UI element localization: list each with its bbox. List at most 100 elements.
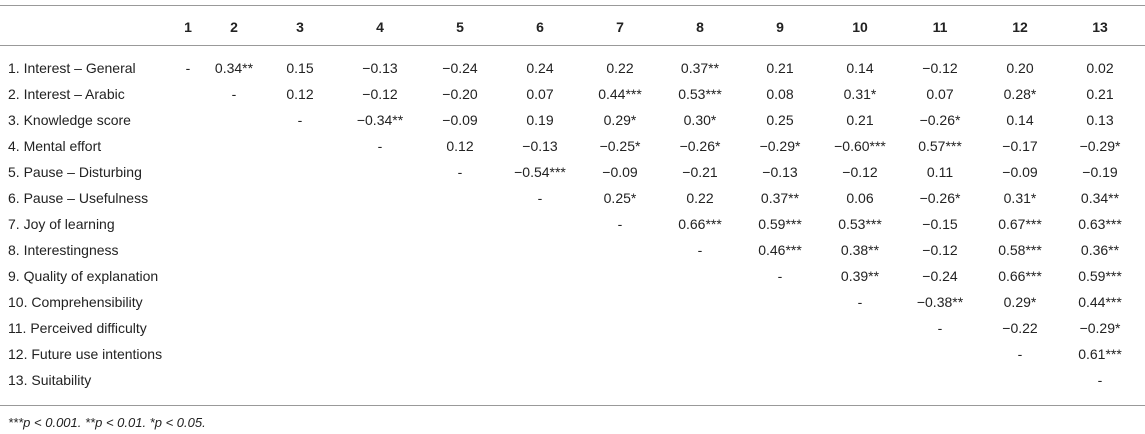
table-cell: −0.12 [922, 60, 958, 76]
footnote: ***p < 0.001. **p < 0.01. *p < 0.05. [8, 415, 206, 430]
table-cell: −0.15 [922, 216, 958, 232]
table-cell: −0.09 [602, 164, 638, 180]
table-cell: 0.07 [526, 86, 554, 102]
table-cell: −0.24 [442, 60, 478, 76]
table-cell: −0.17 [1002, 138, 1038, 154]
table-cell: 0.53*** [838, 216, 882, 232]
column-header: 4 [376, 19, 384, 35]
table-cell: 0.57*** [918, 138, 962, 154]
row-label: 12. Future use intentions [8, 346, 163, 362]
table-cell: - [231, 86, 237, 102]
table-cell: −0.22 [1002, 320, 1038, 336]
table-cell: - [1097, 372, 1103, 388]
header-rule [0, 45, 1145, 46]
row-label: 13. Suitability [8, 372, 92, 388]
table-cell: −0.29* [1079, 320, 1121, 336]
table-cell: −0.09 [1002, 164, 1038, 180]
table-cell: 0.08 [766, 86, 794, 102]
table-cell: - [537, 190, 543, 206]
table-cell: −0.26* [919, 112, 961, 128]
row-label: 2. Interest – Arabic [8, 86, 125, 102]
table-cell: −0.13 [362, 60, 398, 76]
table-cell: 0.38** [840, 242, 880, 258]
table-cell: −0.12 [922, 242, 958, 258]
table-cell: 0.58*** [998, 242, 1042, 258]
table-cell: 0.53*** [678, 86, 722, 102]
table-cell: 0.21 [846, 112, 874, 128]
table-cell: - [457, 164, 463, 180]
column-header: 7 [616, 19, 624, 35]
table-cell: −0.20 [442, 86, 478, 102]
column-header: 12 [1012, 19, 1028, 35]
table-cell: 0.14 [846, 60, 874, 76]
table-cell: 0.12 [286, 86, 314, 102]
table-cell: −0.29* [759, 138, 801, 154]
table-cell: 0.39** [840, 268, 880, 284]
table-cell: 0.44*** [1078, 294, 1122, 310]
table-cell: 0.22 [686, 190, 714, 206]
table-cell: 0.19 [526, 112, 554, 128]
table-cell: 0.02 [1086, 60, 1114, 76]
table-cell: - [297, 112, 303, 128]
row-label: 5. Pause – Disturbing [8, 164, 142, 180]
table-cell: 0.24 [526, 60, 554, 76]
top-rule [0, 5, 1145, 6]
table-cell: 0.67*** [998, 216, 1042, 232]
table-cell: −0.26* [919, 190, 961, 206]
row-label: 10. Comprehensibility [8, 294, 143, 310]
table-cell: - [697, 242, 703, 258]
column-header: 13 [1092, 19, 1108, 35]
table-cell: 0.37** [760, 190, 800, 206]
table-cell: 0.63*** [1078, 216, 1122, 232]
table-cell: −0.29* [1079, 138, 1121, 154]
table-cell: −0.12 [842, 164, 878, 180]
table-cell: - [937, 320, 943, 336]
table-cell: 0.29* [1003, 294, 1037, 310]
row-label: 6. Pause – Usefulness [8, 190, 149, 206]
table-cell: - [777, 268, 783, 284]
bottom-rule [0, 405, 1145, 406]
table-cell: 0.11 [926, 164, 954, 180]
row-label: 1. Interest – General [8, 60, 136, 76]
column-header: 6 [536, 19, 544, 35]
table-cell: 0.61*** [1078, 346, 1122, 362]
table-cell: −0.54*** [514, 164, 566, 180]
row-label: 11. Perceived difficulty [8, 320, 147, 336]
column-header: 10 [852, 19, 868, 35]
row-label: 8. Interestingness [8, 242, 119, 258]
table-cell: −0.21 [682, 164, 718, 180]
column-header: 5 [456, 19, 464, 35]
table-cell: 0.15 [286, 60, 314, 76]
column-header: 11 [932, 19, 948, 35]
column-header: 2 [230, 19, 238, 35]
table-cell: −0.24 [922, 268, 958, 284]
table-cell: 0.36** [1080, 242, 1120, 258]
table-cell: −0.26* [679, 138, 721, 154]
table-cell: −0.38** [916, 294, 964, 310]
table-cell: −0.13 [762, 164, 798, 180]
table-cell: 0.21 [766, 60, 794, 76]
row-label: 3. Knowledge score [8, 112, 131, 128]
table-cell: - [185, 60, 191, 76]
table-cell: 0.46*** [758, 242, 802, 258]
column-header: 8 [696, 19, 704, 35]
table-cell: - [1017, 346, 1023, 362]
table-cell: −0.12 [362, 86, 398, 102]
table-cell: 0.66*** [998, 268, 1042, 284]
column-header: 9 [776, 19, 784, 35]
table-cell: 0.13 [1086, 112, 1114, 128]
table-cell: 0.59*** [758, 216, 802, 232]
table-cell: 0.44*** [598, 86, 642, 102]
table-cell: −0.60*** [834, 138, 886, 154]
table-cell: −0.25* [599, 138, 641, 154]
table-cell: 0.34** [1080, 190, 1120, 206]
column-header: 3 [296, 19, 304, 35]
table-cell: 0.30* [683, 112, 717, 128]
row-label: 9. Quality of explanation [8, 268, 159, 284]
table-cell: 0.66*** [678, 216, 722, 232]
table-cell: - [377, 138, 383, 154]
table-cell: - [857, 294, 863, 310]
table-cell: 0.12 [446, 138, 474, 154]
table-cell: −0.09 [442, 112, 478, 128]
